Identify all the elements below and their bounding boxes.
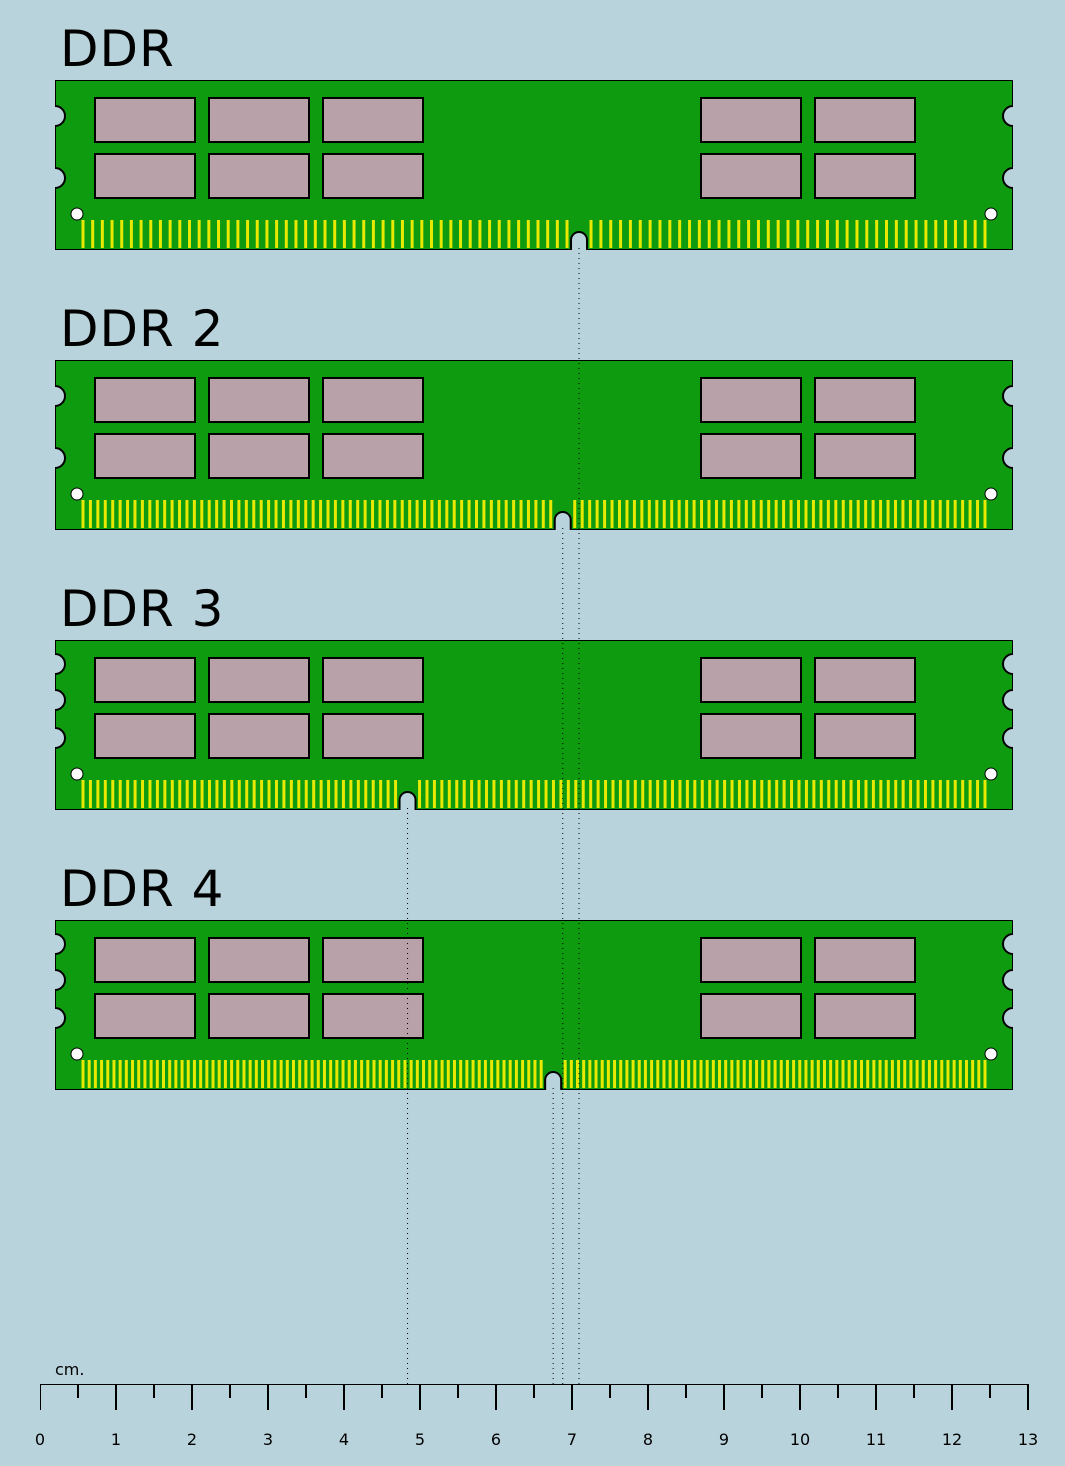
ddr3-label: DDR 3 — [60, 580, 224, 638]
ddr1-chip — [815, 154, 915, 198]
ddr1-module — [55, 80, 1013, 250]
ddr1-chip — [815, 98, 915, 142]
ddr3-chip — [815, 658, 915, 702]
ruler-number: 1 — [111, 1430, 121, 1449]
ddr4-chip — [323, 994, 423, 1038]
ddr3-chip — [209, 658, 309, 702]
ruler-number: 4 — [339, 1430, 349, 1449]
ddr3-chip — [323, 658, 423, 702]
ddr4-chip — [95, 994, 195, 1038]
ddr1-chip — [95, 154, 195, 198]
ddr1-chip — [209, 98, 309, 142]
ddr3-chip — [209, 714, 309, 758]
ddr4-hole — [985, 1048, 997, 1060]
ddr2-chip — [209, 378, 309, 422]
ruler-number: 6 — [491, 1430, 501, 1449]
ddr2-chip — [323, 434, 423, 478]
ruler — [40, 1384, 1048, 1466]
ddr3-chip — [815, 714, 915, 758]
ddr2-module — [55, 360, 1013, 530]
ddr4-chip — [323, 938, 423, 982]
ruler-number: 2 — [187, 1430, 197, 1449]
ddr1-hole — [985, 208, 997, 220]
ddr4-chip — [209, 994, 309, 1038]
ddr1-chip — [701, 98, 801, 142]
ruler-number: 9 — [719, 1430, 729, 1449]
ddr4-chip — [701, 994, 801, 1038]
ddr3-chip — [95, 658, 195, 702]
ddr4-chip — [815, 938, 915, 982]
ddr1-chip — [323, 154, 423, 198]
ddr2-chip — [701, 378, 801, 422]
ruler-number: 5 — [415, 1430, 425, 1449]
ddr2-label: DDR 2 — [60, 300, 224, 358]
ruler-number: 3 — [263, 1430, 273, 1449]
ddr2-hole — [985, 488, 997, 500]
ddr2-chip — [701, 434, 801, 478]
ddr4-module — [55, 920, 1013, 1090]
ddr1-chip — [701, 154, 801, 198]
ddr1-chip — [209, 154, 309, 198]
ddr3-chip — [323, 714, 423, 758]
ddr3-hole — [71, 768, 83, 780]
ddr3-chip — [95, 714, 195, 758]
ruler-number: 12 — [942, 1430, 962, 1449]
ddr4-chip — [209, 938, 309, 982]
ruler-number: 10 — [790, 1430, 810, 1449]
ddr3-module — [55, 640, 1013, 810]
ddr1-hole — [71, 208, 83, 220]
ddr4-chip — [95, 938, 195, 982]
ddr3-hole — [985, 768, 997, 780]
ddr2-chip — [95, 378, 195, 422]
ddr2-chip — [209, 434, 309, 478]
ddr3-chip — [701, 658, 801, 702]
ruler-unit-label: cm. — [55, 1360, 84, 1379]
ddr2-chip — [815, 434, 915, 478]
ddr4-label: DDR 4 — [60, 860, 224, 918]
ddr4-pins — [83, 1060, 985, 1088]
ddr2-chip — [323, 378, 423, 422]
ddr1-label: DDR — [60, 20, 175, 78]
ruler-number: 11 — [866, 1430, 886, 1449]
ddr4-chip — [815, 994, 915, 1038]
ruler-number: 0 — [35, 1430, 45, 1449]
ddr4-chip — [701, 938, 801, 982]
ruler-number: 8 — [643, 1430, 653, 1449]
ddr2-hole — [71, 488, 83, 500]
ruler-number: 7 — [567, 1430, 577, 1449]
ddr1-chip — [323, 98, 423, 142]
ddr1-chip — [95, 98, 195, 142]
ddr2-chip — [95, 434, 195, 478]
ruler-ticks — [40, 1384, 1028, 1410]
ddr2-chip — [815, 378, 915, 422]
ruler-number: 13 — [1018, 1430, 1038, 1449]
ddr4-hole — [71, 1048, 83, 1060]
ddr3-chip — [701, 714, 801, 758]
